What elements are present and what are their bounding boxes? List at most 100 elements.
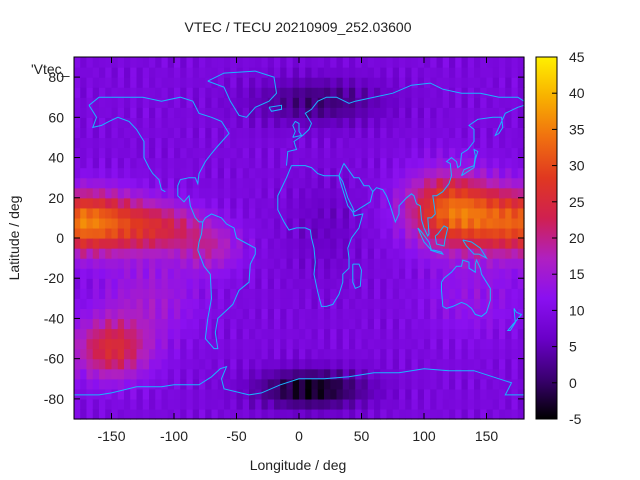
heatmap-cell (267, 258, 275, 269)
heatmap-cell (142, 227, 150, 239)
heatmap-cell (174, 57, 181, 68)
heatmap-cell (186, 167, 194, 179)
heatmap-cell (274, 217, 281, 229)
heatmap-cell (86, 157, 94, 169)
heatmap-cell (436, 57, 444, 68)
heatmap-cell (436, 328, 444, 340)
heatmap-cell (130, 258, 138, 269)
heatmap-cell (161, 87, 169, 98)
heatmap-cell (355, 268, 363, 279)
heatmap-cell (355, 328, 363, 340)
heatmap-cell (386, 328, 394, 340)
heatmap-cell (417, 358, 425, 370)
heatmap-cell (99, 137, 106, 149)
heatmap-cell (136, 408, 144, 420)
heatmap-cell (355, 127, 363, 139)
heatmap-cell (511, 348, 519, 360)
heatmap-cell (442, 97, 450, 108)
heatmap-cell (505, 388, 513, 400)
heatmap-cell (480, 238, 488, 249)
heatmap-cell (236, 87, 244, 98)
heatmap-cell (249, 368, 256, 380)
heatmap-cell (74, 298, 81, 309)
heatmap-cell (149, 268, 156, 279)
heatmap-cell (267, 207, 275, 219)
heatmap-cell (492, 268, 500, 279)
heatmap-cell (311, 328, 319, 340)
heatmap-cell (330, 167, 338, 179)
heatmap-cell (417, 147, 425, 159)
heatmap-cell (199, 77, 206, 88)
heatmap-cell (142, 87, 150, 98)
heatmap-cell (174, 408, 181, 420)
heatmap-cell (105, 77, 113, 88)
heatmap-cell (305, 358, 313, 370)
heatmap-cell (392, 408, 400, 420)
heatmap-cell (486, 308, 494, 320)
heatmap-cell (136, 338, 144, 350)
heatmap-cell (217, 258, 225, 269)
heatmap-cell (136, 107, 144, 118)
heatmap-cell (274, 258, 281, 269)
heatmap-cell (230, 258, 238, 269)
heatmap-cell (249, 288, 256, 299)
heatmap-cell (236, 378, 244, 390)
coastline (441, 258, 491, 317)
heatmap-cell (149, 117, 156, 128)
heatmap-cell (130, 197, 138, 209)
heatmap-cell (186, 358, 194, 370)
heatmap-cell (224, 328, 231, 340)
heatmap-cell (192, 398, 200, 410)
heatmap-cell (405, 288, 413, 299)
heatmap-cell (99, 338, 106, 350)
heatmap-cell (111, 77, 119, 88)
heatmap-cell (130, 278, 138, 289)
heatmap-cell (267, 87, 275, 98)
heatmap-cell (430, 278, 438, 289)
heatmap-cell (392, 147, 400, 159)
heatmap-cell (117, 127, 125, 139)
heatmap-cell (117, 348, 125, 360)
heatmap-cell (142, 408, 150, 420)
heatmap-cell (405, 398, 413, 410)
heatmap-cell (467, 177, 475, 189)
heatmap-cell (455, 348, 463, 360)
heatmap-cell (511, 217, 519, 229)
heatmap-cell (424, 348, 431, 360)
heatmap-cell (92, 328, 100, 340)
heatmap-cell (255, 328, 263, 340)
heatmap-cell (167, 57, 175, 68)
heatmap-cell (161, 57, 169, 68)
heatmap-cell (142, 378, 150, 390)
heatmap-cell (117, 298, 125, 309)
heatmap-cell (236, 338, 244, 350)
coastline (461, 148, 479, 177)
heatmap-cell (105, 358, 113, 370)
heatmap-cell (199, 378, 206, 390)
heatmap-cell (355, 227, 363, 239)
heatmap-cell (336, 127, 344, 139)
heatmap-cell (261, 298, 269, 309)
heatmap-cell (242, 328, 250, 340)
heatmap-cell (480, 67, 488, 78)
heatmap-cell (105, 338, 113, 350)
heatmap-cell (149, 137, 156, 149)
heatmap-cell (511, 207, 519, 219)
heatmap-cell (355, 358, 363, 370)
heatmap-cell (349, 278, 356, 289)
heatmap-cell (74, 308, 81, 320)
heatmap-cell (324, 177, 331, 189)
heatmap-cell (305, 157, 313, 169)
heatmap-cell (455, 167, 463, 179)
heatmap-cell (149, 227, 156, 239)
heatmap-cell (317, 187, 325, 199)
heatmap-cell (374, 248, 381, 259)
heatmap-cell (430, 217, 438, 229)
heatmap-cell (305, 238, 313, 249)
heatmap-cell (217, 238, 225, 249)
heatmap-cell (267, 398, 275, 410)
heatmap-cell (336, 348, 344, 360)
heatmap-cell (305, 97, 313, 108)
heatmap-cell (336, 177, 344, 189)
heatmap-cell (261, 177, 269, 189)
